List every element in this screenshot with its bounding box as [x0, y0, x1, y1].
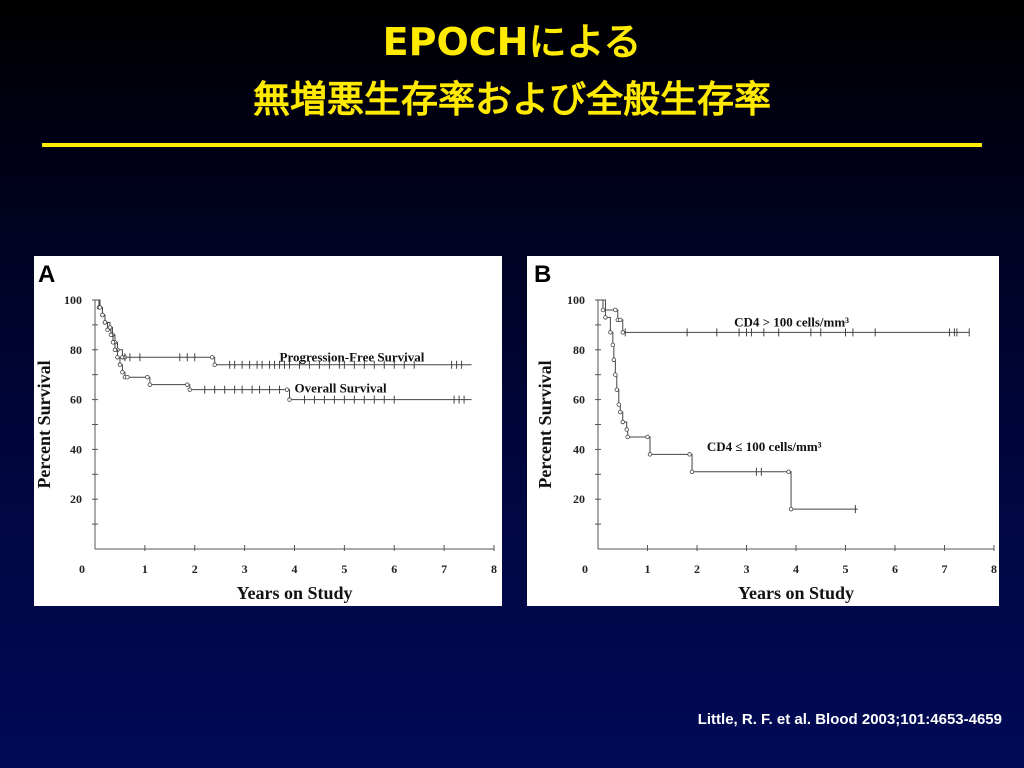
- chart-b-x-tick-label: 1: [645, 562, 651, 576]
- chart-a-series-1-event-point: [210, 355, 215, 360]
- chart-b-x-tick-label: 5: [843, 562, 849, 576]
- chart-b-series-2-event-point: [603, 315, 608, 320]
- chart-b-x-axis-label: Years on Study: [738, 583, 854, 603]
- chart-b-y-tick-label: 60: [573, 393, 585, 407]
- chart-b-series-2-event-point: [614, 387, 620, 392]
- chart-a-series-2-event-point: [97, 305, 103, 310]
- title-underline: [42, 143, 982, 147]
- chart-b-x-tick-label: 6: [892, 562, 898, 576]
- chart-a-series-2-event-point: [102, 320, 108, 325]
- chart-a-x-tick-label: 3: [242, 562, 248, 576]
- chart-a-series-1-event-point: [107, 325, 113, 330]
- chart-a-y-axis-label: Percent Survival: [34, 360, 54, 488]
- chart-a-series-2-event-point: [145, 374, 150, 380]
- chart-a-x-tick-label: 7: [441, 562, 447, 576]
- chart-b-series-2-event-point: [618, 409, 623, 415]
- chart-a-panel-label: A: [38, 261, 55, 288]
- chart-a-series-1-label: Progression-Free Survival: [280, 349, 425, 364]
- chart-b-series-2-event-point: [610, 342, 616, 348]
- chart-b-series-2-event-point: [613, 372, 618, 377]
- chart-a-x-tick-label: 2: [192, 562, 198, 576]
- chart-b-series-2-label: CD4 ≤ 100 cells/mm³: [707, 439, 822, 454]
- chart-b-y-tick-label: 80: [573, 343, 585, 357]
- chart-b-series-1-event-point: [620, 330, 625, 335]
- chart-b-x-tick-label: 0: [582, 562, 588, 576]
- chart-b-x-tick-label: 7: [942, 562, 948, 576]
- chart-b-x-tick-label: 2: [694, 562, 700, 576]
- chart-a-y-tick-label: 100: [64, 293, 82, 307]
- slide-title-line2: 無増悪生存率および全般生存率: [253, 78, 771, 121]
- chart-b-svg: B 20 40 60 80 100 0 1 2 3 4 5 6 7 8 Years on Study Perce…: [534, 261, 997, 603]
- chart-panel-a: A 20 40 60 80 100 0 1 2 3 4 5 6 7 8 Years on Study Perce…: [34, 256, 502, 606]
- chart-a-series-2-event-point: [112, 347, 118, 352]
- chart-b-series-2-line: [598, 299, 858, 510]
- chart-b-series-2-event-point: [624, 427, 629, 432]
- chart-a-series-2-event-point: [110, 340, 116, 345]
- chart-b-series-2-event-point: [616, 402, 621, 407]
- chart-b-series-2-event-point: [788, 506, 794, 512]
- chart-b-y-axis-label: Percent Survival: [535, 360, 555, 488]
- chart-a-x-tick-label: 6: [391, 562, 397, 576]
- chart-a-x-tick-label: 5: [341, 562, 347, 576]
- chart-a-series-2-event-point: [287, 397, 292, 402]
- chart-b-y-tick-label: 20: [573, 492, 585, 506]
- slide-title-line1: EPOCHによる: [382, 20, 642, 64]
- chart-a-series-2-event-point: [115, 355, 120, 360]
- chart-a-x-tick-label: 8: [491, 562, 497, 576]
- chart-b-panel-label: B: [534, 261, 551, 288]
- chart-a-y-tick-label: 80: [70, 343, 82, 357]
- chart-a-series-2-event-point: [117, 362, 123, 367]
- citation: Little, R. F. et al. Blood 2003;101:4653…: [697, 711, 1002, 728]
- chart-a-series-2-event-point: [105, 327, 110, 333]
- chart-b-series-2-event-point: [687, 452, 692, 457]
- chart-b-series-1-event-point: [613, 307, 618, 313]
- chart-b-series-2-event-point: [620, 419, 625, 425]
- chart-b-series-1-line: [598, 299, 970, 333]
- chart-b-series-1-event-point: [600, 307, 606, 313]
- chart-a-series-2-event-point: [187, 387, 192, 392]
- chart-a-series-2-event-point: [120, 370, 125, 375]
- chart-b-series-2-event-point: [611, 357, 617, 362]
- chart-a-series-2-event-point: [185, 382, 190, 387]
- chart-a-x-axis-label: Years on Study: [236, 583, 352, 603]
- chart-b-series-2-event-point: [625, 434, 630, 440]
- chart-b-series-2-event-point: [608, 330, 613, 335]
- chart-a-x-tick-label: 0: [79, 562, 85, 576]
- chart-a-series-1-event-point: [212, 362, 217, 367]
- chart-a-series-2-event-point: [284, 387, 290, 392]
- chart-b-x-tick-label: 8: [991, 562, 997, 576]
- chart-a-series-2-label: Overall Survival: [295, 380, 387, 395]
- chart-b-series-1-label: CD4 > 100 cells/mm³: [734, 314, 849, 329]
- chart-b-series-2-event-point: [647, 452, 653, 457]
- chart-a-svg: A 20 40 60 80 100 0 1 2 3 4 5 6 7 8 Years on Study Perce…: [34, 261, 497, 603]
- chart-b-series-2-event-point: [786, 469, 791, 475]
- chart-a-series-2-event-point: [147, 382, 153, 387]
- chart-a-x-tick-label: 4: [292, 562, 298, 576]
- chart-b-series-2-event-point: [645, 434, 650, 440]
- chart-b-x-tick-label: 3: [744, 562, 750, 576]
- chart-a-series-2-event-point: [125, 374, 130, 380]
- chart-b-x-tick-label: 4: [793, 562, 799, 576]
- chart-b-series-2-event-point: [689, 469, 695, 475]
- chart-a-series-2-event-point: [100, 312, 105, 318]
- chart-a-y-tick-label: 40: [70, 442, 82, 456]
- chart-a-y-tick-label: 20: [70, 492, 82, 506]
- chart-b-series-1-event-point: [618, 317, 623, 323]
- chart-a-series-2-event-point: [108, 332, 114, 338]
- chart-a-y-tick-label: 60: [70, 393, 82, 407]
- chart-b-y-tick-label: 40: [573, 442, 585, 456]
- chart-b-y-tick-label: 100: [567, 293, 585, 307]
- chart-panel-b: B 20 40 60 80 100 0 1 2 3 4 5 6 7 8 Years on Study Perce…: [527, 256, 999, 606]
- chart-a-x-tick-label: 1: [142, 562, 148, 576]
